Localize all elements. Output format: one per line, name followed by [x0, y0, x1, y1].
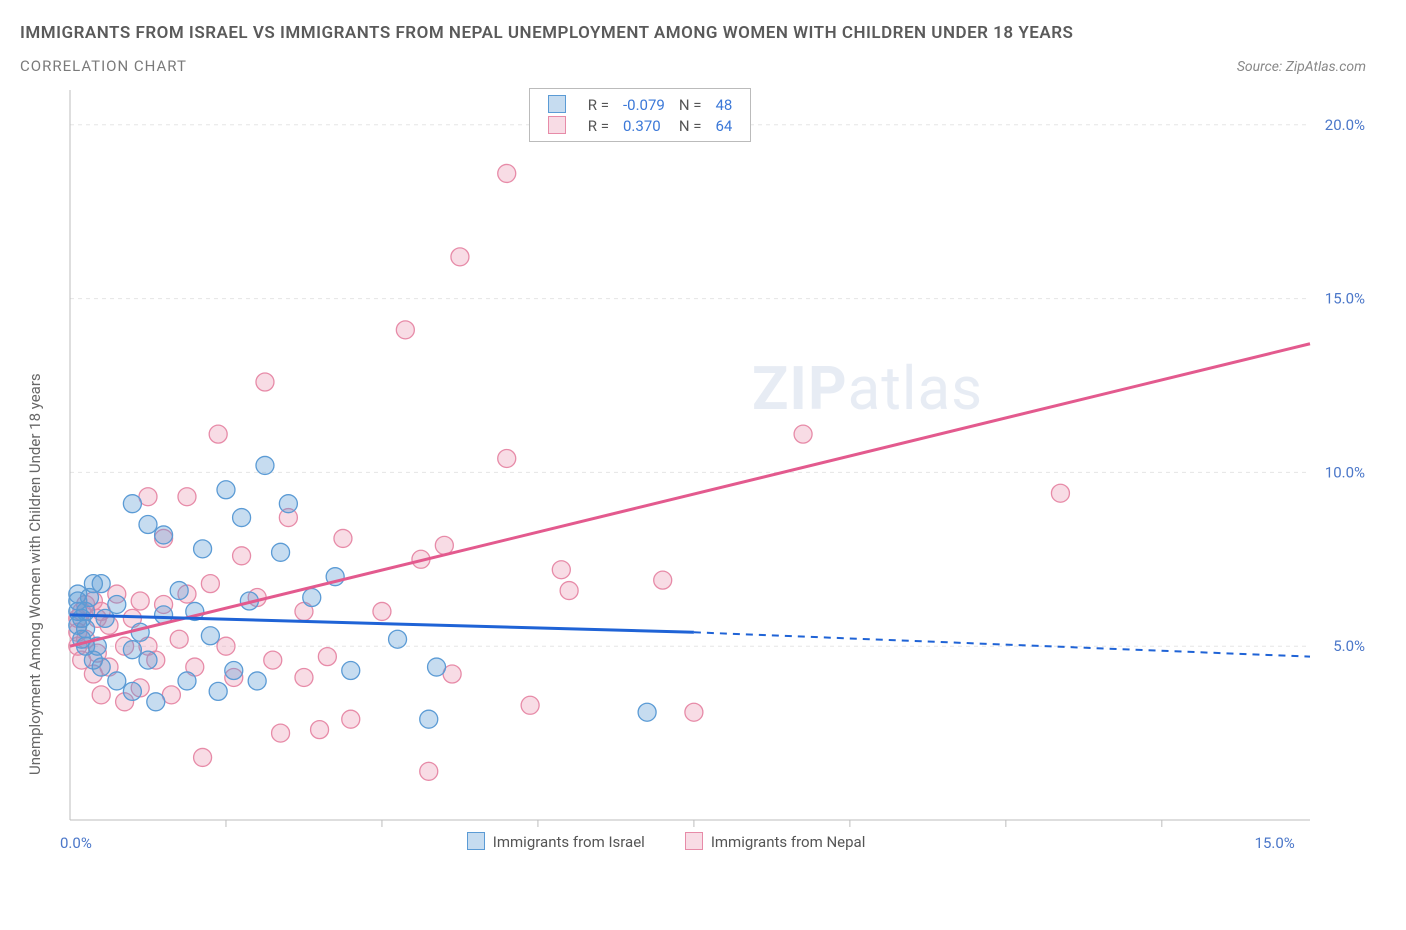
- chart-subtitle: CORRELATION CHART: [20, 57, 187, 75]
- svg-text:10.0%: 10.0%: [1325, 464, 1365, 482]
- chart-container: Unemployment Among Women with Children U…: [20, 85, 1386, 869]
- y-axis-label: Unemployment Among Women with Children U…: [26, 374, 44, 776]
- svg-text:5.0%: 5.0%: [1333, 637, 1365, 655]
- svg-text:0.0%: 0.0%: [60, 834, 92, 852]
- series-legend: Immigrants from Israel Immigrants from N…: [467, 832, 866, 851]
- svg-text:15.0%: 15.0%: [1325, 290, 1365, 308]
- correlation-chart: 5.0% 10.0% 15.0% 20.0% 0.0% 15.0%: [20, 85, 1380, 865]
- svg-text:20.0%: 20.0%: [1325, 116, 1365, 134]
- svg-text:15.0%: 15.0%: [1255, 834, 1295, 852]
- legend-item-nepal: Immigrants from Nepal: [685, 832, 866, 851]
- chart-source: Source: ZipAtlas.com: [1237, 59, 1386, 75]
- legend-item-israel: Immigrants from Israel: [467, 832, 645, 851]
- correlation-stats-box: R =-0.079 N =48 R =0.370 N =64: [529, 88, 752, 142]
- page-title: IMMIGRANTS FROM ISRAEL VS IMMIGRANTS FRO…: [20, 20, 1386, 47]
